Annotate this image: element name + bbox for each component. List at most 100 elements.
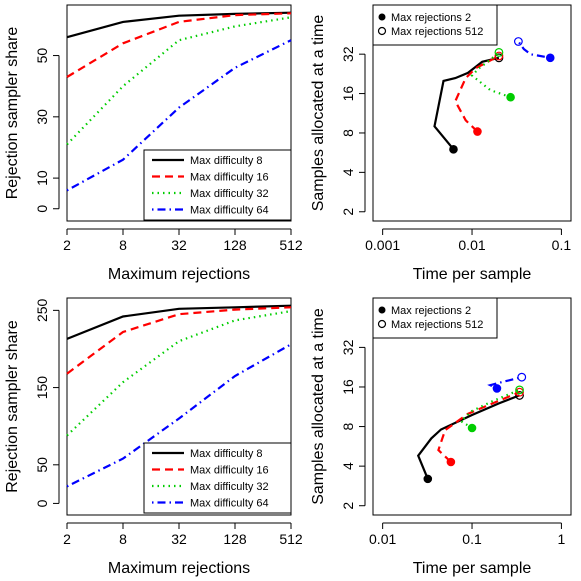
y-axis-title: Rejection sampler share bbox=[4, 27, 21, 200]
series-line-1 bbox=[66, 304, 292, 340]
x-tick-label: 32 bbox=[171, 237, 187, 253]
y-tick-label: 0 bbox=[34, 499, 50, 507]
series-line-2 bbox=[66, 306, 292, 375]
legend: Max rejections 2 Max rejections 512 bbox=[372, 297, 498, 339]
x-tick-label: 512 bbox=[279, 531, 303, 547]
marker-max-rejections-512 bbox=[494, 48, 504, 57]
series-line-3 bbox=[459, 388, 520, 429]
x-axis-title: Maximum rejections bbox=[108, 560, 250, 577]
legend-box bbox=[143, 442, 292, 514]
legend-label-1: Max difficulty 8 bbox=[190, 448, 263, 460]
y-tick-label: 30 bbox=[34, 109, 50, 125]
panel-1: 2 8 32 128 512 Maximum rejections 0 10 30 50 Rejec… bbox=[4, 4, 303, 283]
y-tick-label: 4 bbox=[340, 462, 356, 470]
x-axis-title: Time per sample bbox=[413, 266, 532, 283]
y-axis-title: Rejection sampler share bbox=[4, 320, 21, 493]
legend: Max difficulty 8 Max difficulty 16 Max dif… bbox=[143, 442, 292, 514]
series-line-4 bbox=[487, 376, 523, 390]
y-tick-label: 50 bbox=[34, 48, 50, 64]
y-tick-label: 10 bbox=[34, 170, 50, 186]
marker-max-rejections-512 bbox=[494, 51, 504, 61]
x-axis-title: Maximum rejections bbox=[108, 266, 250, 283]
series-line-2 bbox=[437, 391, 520, 463]
legend-box bbox=[372, 4, 498, 46]
legend-label-2: Max difficulty 16 bbox=[190, 172, 269, 184]
x-tick-label: 1 bbox=[558, 531, 566, 547]
panel-2: 0.001 0.01 0.1 Time per sample 2 4 8 16 32 Sample… bbox=[310, 4, 572, 283]
y-axis-title: Samples allocated at a time bbox=[310, 308, 327, 505]
y-tick-label: 2 bbox=[340, 502, 356, 510]
legend-marker-open bbox=[377, 319, 387, 329]
legend-box bbox=[143, 149, 292, 221]
x-tick-label: 0.01 bbox=[369, 531, 396, 547]
marker-max-rejections-512 bbox=[515, 387, 524, 397]
series-line-2 bbox=[66, 12, 292, 78]
marker-max-rejections-2 bbox=[473, 127, 482, 136]
legend-label-4: Max difficulty 64 bbox=[190, 205, 269, 217]
x-tick-label: 0.001 bbox=[365, 237, 400, 253]
series-line-1 bbox=[66, 11, 292, 39]
series-line-4 bbox=[66, 343, 292, 488]
y-tick-label: 250 bbox=[34, 298, 50, 322]
legend-label-3: Max difficulty 32 bbox=[190, 481, 269, 493]
legend-label-4: Max difficulty 64 bbox=[190, 498, 269, 510]
panel-3: 2 8 32 128 512 Maximum rejections 0 50 150 250 Rej… bbox=[4, 297, 303, 577]
plot-frame bbox=[66, 297, 292, 516]
plot-frame bbox=[66, 4, 292, 222]
marker-max-rejections-2 bbox=[446, 457, 456, 467]
legend-marker-open bbox=[377, 26, 387, 36]
series-line-3 bbox=[66, 310, 292, 437]
legend-label-2: Max rejections 512 bbox=[391, 26, 483, 38]
x-tick-label: 0.01 bbox=[458, 237, 485, 253]
x-tick-label: 8 bbox=[119, 531, 127, 547]
marker-max-rejections-512 bbox=[515, 385, 524, 395]
x-tick-label: 0.1 bbox=[462, 531, 482, 547]
y-tick-label: 32 bbox=[340, 339, 356, 355]
legend-marker-filled bbox=[378, 306, 386, 314]
legend-label-3: Max difficulty 32 bbox=[190, 188, 269, 200]
x-tick-label: 32 bbox=[171, 531, 187, 547]
y-tick-label: 50 bbox=[34, 457, 50, 473]
y-tick-label: 4 bbox=[340, 168, 356, 176]
marker-max-rejections-2 bbox=[506, 92, 515, 102]
y-tick-label: 2 bbox=[340, 208, 356, 216]
x-tick-label: 0.1 bbox=[552, 237, 572, 253]
marker-max-rejections-2 bbox=[492, 384, 502, 393]
y-tick-label: 0 bbox=[34, 205, 50, 213]
y-tick-label: 16 bbox=[340, 86, 356, 102]
marker-max-rejections-512 bbox=[513, 37, 523, 46]
x-tick-label: 2 bbox=[63, 237, 71, 253]
legend-label-2: Max difficulty 16 bbox=[190, 465, 269, 477]
x-axis-title: Time per sample bbox=[413, 560, 532, 577]
y-tick-label: 16 bbox=[340, 379, 356, 395]
marker-max-rejections-2 bbox=[545, 53, 555, 63]
x-tick-label: 8 bbox=[119, 237, 127, 253]
y-tick-label: 8 bbox=[340, 422, 356, 430]
y-tick-label: 32 bbox=[340, 46, 356, 62]
legend-marker-filled bbox=[378, 13, 386, 21]
series-line-2 bbox=[454, 55, 500, 133]
y-axis-title: Samples allocated at a time bbox=[310, 15, 327, 212]
legend-label-1: Max difficulty 8 bbox=[190, 155, 263, 167]
series-line-1 bbox=[433, 56, 500, 151]
legend-label-1: Max rejections 2 bbox=[391, 305, 471, 317]
y-tick-label: 8 bbox=[340, 129, 356, 137]
y-tick-label: 150 bbox=[34, 376, 50, 400]
marker-max-rejections-2 bbox=[423, 474, 433, 484]
series-line-4 bbox=[517, 40, 551, 59]
x-tick-label: 2 bbox=[63, 531, 71, 547]
x-tick-label: 128 bbox=[223, 237, 247, 253]
marker-max-rejections-2 bbox=[449, 145, 458, 154]
series-line-1 bbox=[416, 394, 520, 480]
legend: Max difficulty 8 Max difficulty 16 Max dif… bbox=[143, 149, 292, 221]
marker-max-rejections-512 bbox=[515, 391, 524, 400]
legend-label-1: Max rejections 2 bbox=[391, 12, 471, 24]
series-line-3 bbox=[66, 16, 292, 146]
x-tick-label: 128 bbox=[223, 531, 247, 547]
panel-4: 0.01 0.1 1 Time per sample 2 4 8 16 32 Samples al… bbox=[310, 297, 572, 577]
marker-max-rejections-2 bbox=[467, 423, 477, 433]
x-tick-label: 512 bbox=[279, 237, 303, 253]
legend: Max rejections 2 Max rejections 512 bbox=[372, 4, 498, 46]
marker-max-rejections-512 bbox=[517, 372, 527, 382]
